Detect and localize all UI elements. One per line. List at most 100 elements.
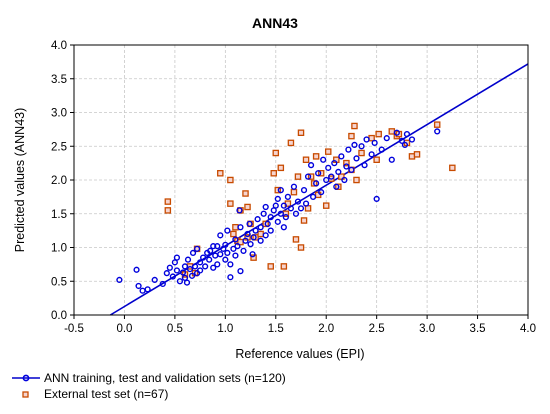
x-tick-label: -0.5 <box>64 323 84 335</box>
ann-point <box>328 173 335 180</box>
legend-label-ann: ANN training, test and validation sets (… <box>44 371 286 385</box>
ann-point <box>247 241 254 248</box>
ann-point <box>277 210 284 217</box>
ann-point <box>236 207 243 214</box>
external-test-point <box>270 169 278 177</box>
external-test-point <box>244 203 251 211</box>
y-tick-label: 4.0 <box>51 40 67 52</box>
ann-point <box>290 183 298 190</box>
y-tick-label: 3.0 <box>51 108 67 120</box>
ann-point <box>176 278 184 285</box>
x-tick-label: 3.5 <box>470 323 486 335</box>
ann-point <box>307 162 315 169</box>
ann-point <box>250 234 257 241</box>
ann-point <box>267 214 274 221</box>
ann-point <box>363 136 370 143</box>
ann-point <box>353 155 360 162</box>
ann-point <box>331 160 338 167</box>
ann-point <box>341 176 348 184</box>
ann-point <box>280 224 287 231</box>
chart-title: ANN43 <box>252 15 298 31</box>
external-test-point <box>250 254 257 261</box>
ann-point <box>207 247 214 254</box>
ann-point <box>210 243 217 250</box>
ann-point <box>133 266 140 273</box>
ann-point <box>408 136 416 143</box>
x-tick-label: 2.0 <box>318 323 334 335</box>
ann-point <box>345 146 352 153</box>
ann-point <box>244 230 251 238</box>
ann-point <box>292 210 300 217</box>
x-tick-label: 4.0 <box>520 323 536 335</box>
external-test-point <box>351 122 358 130</box>
ann-point <box>257 224 264 231</box>
ann-point <box>151 276 158 284</box>
ann-point <box>249 251 256 258</box>
ann-point <box>173 254 181 261</box>
points-layer <box>116 121 456 294</box>
grid <box>70 44 529 319</box>
ann-point <box>378 146 385 153</box>
ann-point <box>333 183 340 190</box>
external-test-point <box>297 244 305 251</box>
legend-square-marker <box>22 391 29 398</box>
external-test-point <box>368 134 375 142</box>
external-test-point <box>292 236 300 243</box>
ann-point <box>297 205 305 212</box>
ann-point <box>217 232 224 239</box>
ann-point <box>257 237 264 244</box>
y-tick-labels: 0.0 0.5 1.0 1.5 2.0 2.5 3.0 3.5 4.0 <box>51 40 67 322</box>
external-test-point <box>343 159 350 167</box>
external-test-point <box>280 263 288 270</box>
ann-point <box>262 203 269 211</box>
ann-point <box>173 267 181 274</box>
ann-point <box>348 166 355 173</box>
x-tick-label: 2.5 <box>369 323 385 335</box>
ann-point <box>388 156 395 163</box>
external-test-point <box>232 223 239 231</box>
ann-point <box>282 214 289 221</box>
ann-point <box>260 210 267 217</box>
external-test-point <box>230 230 237 238</box>
x-tick-label: 0.5 <box>167 323 183 335</box>
x-tick-label: 3.0 <box>419 323 435 335</box>
external-test-point <box>348 132 355 140</box>
ann-point <box>188 272 196 279</box>
ann-point <box>323 176 330 184</box>
ann-point <box>139 287 146 294</box>
ann-point <box>338 153 345 160</box>
ann-point <box>272 202 279 209</box>
plot-frame <box>73 44 529 316</box>
external-test-point <box>272 149 280 157</box>
ann-point <box>304 173 312 180</box>
external-test-point <box>227 200 234 207</box>
legend: ANN training, test and validation sets (… <box>12 371 286 401</box>
external-test-point <box>302 156 310 163</box>
ann-point <box>277 187 284 194</box>
ann-point <box>222 256 229 263</box>
ann-point <box>206 256 213 263</box>
external-test-point <box>373 156 380 163</box>
ann-point <box>398 137 405 144</box>
ann-point <box>252 227 259 234</box>
ann-point <box>197 259 204 266</box>
y-tick-label: 0.5 <box>51 276 67 288</box>
ann-point <box>246 220 253 227</box>
ann-point <box>368 151 375 158</box>
ann-point <box>325 164 332 171</box>
ann-point <box>403 131 411 138</box>
ann-point <box>210 264 217 271</box>
ann-point <box>135 282 142 290</box>
ann-point <box>189 249 197 257</box>
x-tick-label: 1.5 <box>268 323 284 335</box>
ann-point <box>214 243 221 250</box>
ann-point <box>166 264 173 271</box>
ann-point <box>224 227 231 234</box>
ann-point <box>163 270 170 277</box>
ann-point <box>224 249 231 257</box>
ann-point <box>202 263 209 270</box>
ann-point <box>217 251 224 258</box>
external-test-point <box>353 176 360 184</box>
ann-point <box>373 195 380 203</box>
external-test-point <box>277 164 285 172</box>
